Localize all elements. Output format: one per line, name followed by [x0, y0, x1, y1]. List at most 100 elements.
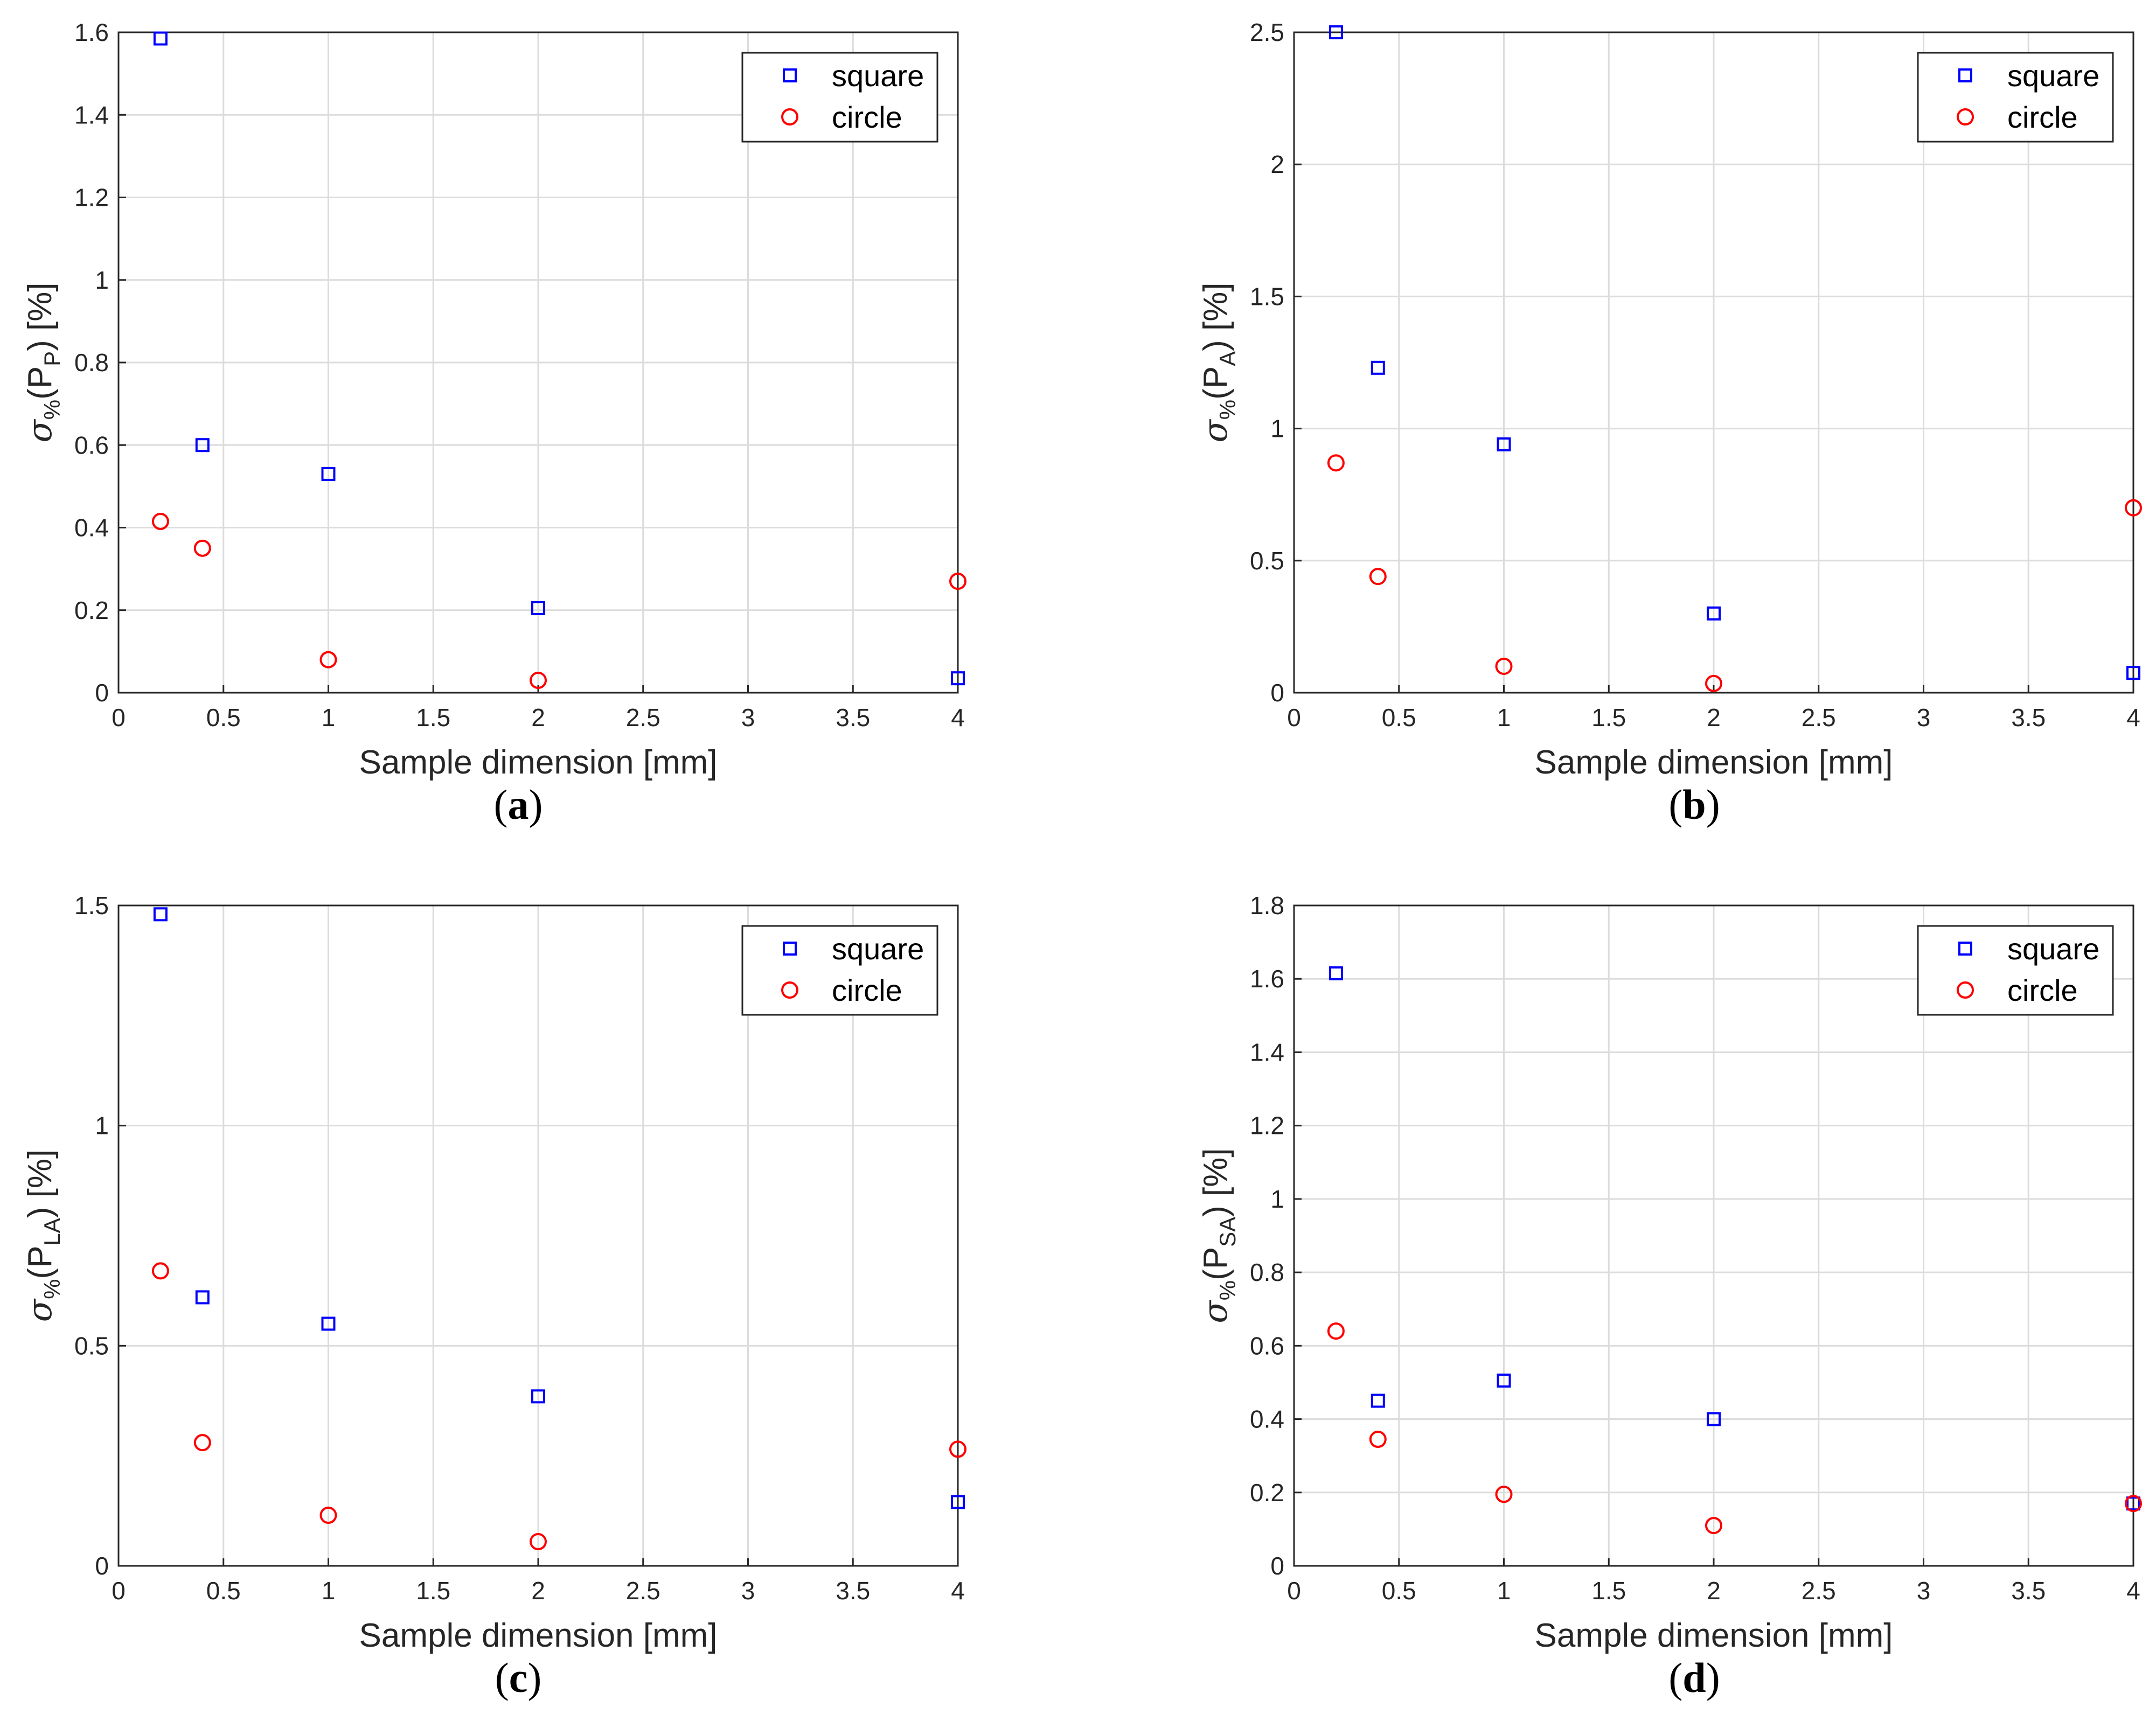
circle-point [319, 1507, 337, 1524]
y-tick-label: 0.4 [74, 514, 109, 542]
y-tick-label: 0 [1270, 679, 1284, 707]
legend: square circle [1917, 52, 2114, 143]
x-tick-label: 2.5 [1802, 1577, 1836, 1605]
x-tick-label: 3.5 [836, 1577, 870, 1605]
y-tick-label: 0.2 [1250, 1479, 1284, 1507]
x-tick-label: 2.5 [626, 703, 660, 731]
legend: square circle [741, 925, 938, 1016]
y-tick-label: 1.4 [1250, 1038, 1284, 1066]
x-tick-label: 1 [322, 1577, 336, 1605]
panel-caption: (d) [1668, 1654, 1720, 1701]
series-square [1329, 25, 2140, 680]
y-axis-label-close: ) [%] [22, 1149, 59, 1218]
y-tick-label: 0 [95, 1552, 109, 1580]
square-point [1707, 1412, 1721, 1426]
legend-label-circle: circle [832, 973, 902, 1007]
y-tick-label: 0.5 [1250, 547, 1284, 575]
x-tick-label: 2 [1707, 703, 1721, 731]
y-tick-label: 1 [95, 266, 109, 294]
y-axis-label-open: (P [1197, 366, 1234, 400]
y-tick-label: 0.6 [74, 431, 109, 459]
y-tick-label: 0.4 [1250, 1405, 1284, 1433]
x-tick-label: 3 [1917, 703, 1931, 731]
legend-box [741, 925, 938, 1016]
square-point [195, 1290, 210, 1305]
square-point [1371, 1393, 1385, 1408]
circle-point [151, 513, 169, 531]
y-axis-label-percent-sub: % [39, 400, 65, 420]
legend-circle-marker [1957, 981, 1974, 999]
series-square [1329, 966, 2140, 1511]
x-tick-label: 3.5 [2011, 703, 2046, 731]
square-point [951, 671, 965, 686]
circle-point [2125, 1495, 2142, 1513]
y-axis-label: σ%(PLA) [%] [20, 1149, 65, 1322]
y-axis-label-sub: SA [1215, 1217, 1240, 1247]
circle-point [949, 573, 966, 590]
square-point [321, 1316, 336, 1331]
caption-open: ( [494, 781, 508, 828]
x-tick-label: 0.5 [206, 1577, 241, 1605]
x-tick-label: 3.5 [2011, 1577, 2046, 1605]
y-tick-label: 0.5 [74, 1332, 109, 1360]
y-tick-label: 1.5 [1250, 282, 1284, 310]
circle-point [1327, 454, 1345, 472]
panel-caption: (b) [1668, 781, 1720, 828]
y-tick-label: 0.6 [1250, 1332, 1284, 1360]
legend-square-marker [1958, 68, 1972, 82]
legend-label-square: square [2007, 932, 2099, 966]
legend-square-marker [1958, 942, 1972, 956]
series-square [153, 907, 965, 1509]
x-tick-label: 4 [951, 1577, 965, 1605]
series-square [153, 31, 965, 686]
caption-open: ( [1668, 781, 1682, 828]
x-tick-label: 4 [2126, 703, 2140, 731]
square-point [1497, 437, 1511, 452]
y-axis-label-sigma: σ [1195, 419, 1235, 443]
panel-caption: (a) [494, 781, 543, 828]
caption-letter: d [1682, 1654, 1706, 1701]
y-axis-label-close: ) [%] [1197, 1148, 1234, 1216]
square-point [951, 1495, 965, 1509]
y-axis-label-open: (P [22, 1246, 59, 1279]
x-axis-label: Sample dimension [mm] [359, 744, 717, 781]
legend: square circle [1917, 925, 2114, 1016]
x-tick-label: 0 [112, 1577, 126, 1605]
panel-c: 0 0.5 1 1.5 2 2.5 3 3.5 4 0 0.5 1 1.5 Sample dimensio… [20, 891, 966, 1701]
y-tick-label: 0 [95, 679, 109, 707]
panel-a: 0 0.5 1 1.5 2 2.5 3 3.5 4 0 0.2 0.4 0.6 0.8 1 1.2 1.4 1.6… [20, 18, 966, 828]
caption-letter: a [508, 781, 529, 828]
x-tick-label: 0.5 [1382, 1577, 1416, 1605]
y-axis-label-close: ) [%] [22, 282, 59, 351]
y-axis-label-sub: LA [39, 1218, 65, 1245]
y-axis-label-sub: P [39, 351, 65, 366]
circle-point [530, 1533, 547, 1551]
x-tick-label: 1 [1497, 1577, 1511, 1605]
square-point [1329, 25, 1343, 39]
circle-point [1705, 674, 1722, 692]
panel-caption: (c) [495, 1654, 542, 1701]
legend-label-square: square [2007, 59, 2099, 93]
x-tick-label: 4 [2126, 1577, 2140, 1605]
y-axis-label-sigma: σ [20, 1298, 59, 1322]
y-tick-label: 1.6 [74, 18, 109, 46]
x-tick-label: 2 [531, 703, 545, 731]
y-tick-label: 0 [1270, 1552, 1284, 1580]
y-tick-label: 1 [1270, 415, 1284, 443]
legend-square-marker [783, 68, 797, 82]
circle-point [1369, 1431, 1387, 1448]
y-axis-label: σ%(PP) [%] [20, 282, 65, 442]
series-circle [1327, 1322, 2142, 1535]
y-tick-label: 1 [95, 1112, 109, 1140]
x-tick-label: 2.5 [1802, 703, 1836, 731]
x-tick-label: 3.5 [836, 703, 870, 731]
x-tick-label: 3 [741, 703, 755, 731]
x-tick-label: 0.5 [1382, 703, 1416, 731]
caption-letter: c [509, 1654, 528, 1701]
square-point [153, 31, 168, 46]
y-tick-label: 2 [1270, 150, 1284, 178]
legend-box [1917, 52, 2114, 143]
x-tick-label: 1 [322, 703, 336, 731]
circle-point [319, 651, 337, 668]
circle-point [1327, 1322, 1345, 1340]
